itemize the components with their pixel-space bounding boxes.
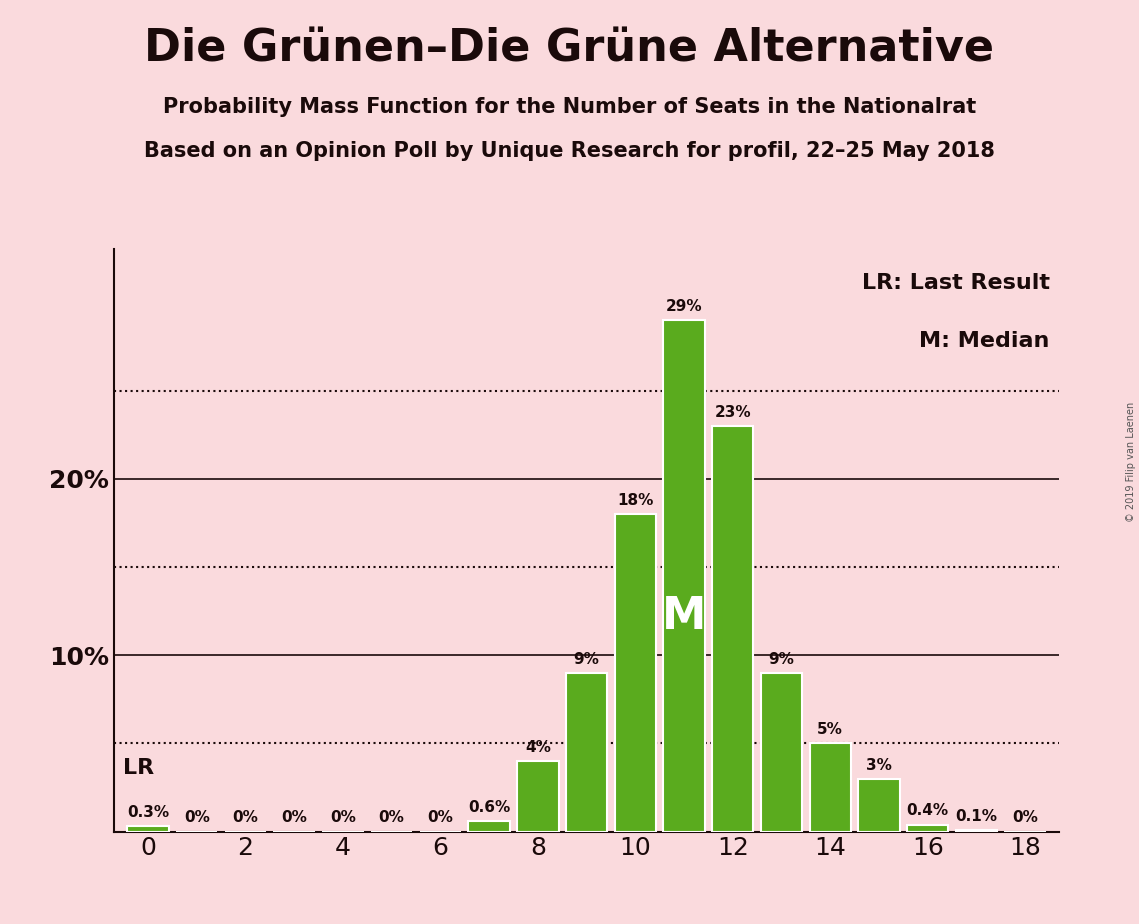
Text: 23%: 23% bbox=[714, 405, 751, 419]
Text: 0.3%: 0.3% bbox=[126, 805, 169, 821]
Text: Probability Mass Function for the Number of Seats in the Nationalrat: Probability Mass Function for the Number… bbox=[163, 97, 976, 117]
Text: 29%: 29% bbox=[665, 298, 703, 314]
Text: 3%: 3% bbox=[866, 758, 892, 772]
Text: 0.6%: 0.6% bbox=[468, 800, 510, 815]
Bar bbox=[859, 779, 900, 832]
Bar bbox=[663, 320, 705, 832]
Bar bbox=[810, 744, 851, 832]
Text: 0%: 0% bbox=[1013, 810, 1038, 825]
Bar bbox=[615, 514, 656, 832]
Text: 9%: 9% bbox=[574, 651, 599, 667]
Text: 0%: 0% bbox=[183, 810, 210, 825]
Bar bbox=[517, 761, 558, 832]
Text: Die Grünen–Die Grüne Alternative: Die Grünen–Die Grüne Alternative bbox=[145, 28, 994, 71]
Text: 0%: 0% bbox=[379, 810, 404, 825]
Text: 4%: 4% bbox=[525, 740, 551, 755]
Text: 0.4%: 0.4% bbox=[907, 803, 949, 819]
Text: M: M bbox=[662, 595, 706, 638]
Text: M: Median: M: Median bbox=[919, 331, 1050, 351]
Text: Based on an Opinion Poll by Unique Research for profil, 22–25 May 2018: Based on an Opinion Poll by Unique Resea… bbox=[144, 141, 995, 162]
Text: 0%: 0% bbox=[330, 810, 355, 825]
Text: LR: Last Result: LR: Last Result bbox=[862, 273, 1050, 293]
Bar bbox=[468, 821, 510, 832]
Bar bbox=[956, 830, 997, 832]
Text: © 2019 Filip van Laenen: © 2019 Filip van Laenen bbox=[1126, 402, 1136, 522]
Text: 18%: 18% bbox=[617, 492, 654, 508]
Bar bbox=[128, 826, 169, 832]
Text: 5%: 5% bbox=[818, 723, 843, 737]
Text: 0.1%: 0.1% bbox=[956, 808, 998, 823]
Bar bbox=[712, 426, 754, 832]
Text: 9%: 9% bbox=[769, 651, 794, 667]
Bar bbox=[566, 673, 607, 832]
Text: 0%: 0% bbox=[281, 810, 308, 825]
Bar bbox=[761, 673, 802, 832]
Text: 0%: 0% bbox=[232, 810, 259, 825]
Text: 0%: 0% bbox=[427, 810, 453, 825]
Bar bbox=[907, 824, 949, 832]
Text: LR: LR bbox=[123, 758, 155, 777]
